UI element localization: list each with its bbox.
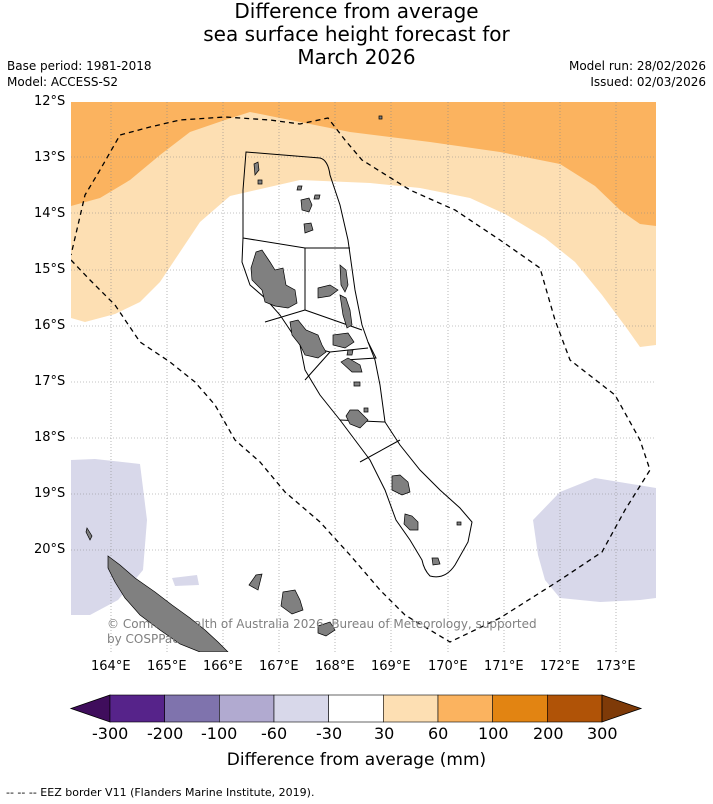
lat-label-17s: 17°S: [34, 374, 66, 389]
lon-label-170e: 170°E: [428, 659, 468, 674]
colorbar-segment: [547, 694, 603, 723]
colorbar-segment: [437, 694, 493, 723]
island-emao: [363, 407, 369, 413]
lat-label-16s: 16°S: [34, 318, 66, 333]
eez-border: [71, 116, 651, 643]
island-tanna: [403, 513, 419, 531]
lat-label-19s: 19°S: [34, 486, 66, 501]
lon-label-165e: 165°E: [147, 659, 187, 674]
colorbar-title: Difference from average (mm): [226, 750, 487, 770]
province-boundaries: [241, 151, 473, 578]
lat-label-13s: 13°S: [34, 150, 66, 165]
island-vanua-lava: [313, 194, 321, 200]
colorbar-tick-label: 60: [428, 724, 449, 743]
island-tongoa: [353, 381, 361, 387]
island-ambae: [317, 284, 339, 299]
island-lifou: [280, 589, 304, 615]
lon-label-169e: 169°E: [371, 659, 411, 674]
colorbar-arrow-low: [69, 694, 111, 723]
island-loyalty-ouvea: [248, 573, 263, 591]
island-walpole: [378, 115, 383, 120]
colorbar-tick-label: 200: [533, 724, 564, 743]
island-efate: [345, 409, 369, 429]
island-maewo: [339, 264, 349, 293]
island-mare: [317, 621, 336, 637]
island-malakula: [289, 319, 327, 359]
colorbar-tick-label: -100: [201, 724, 238, 743]
map-area: [71, 102, 656, 652]
colorbar-segment: [383, 694, 439, 723]
anomaly-zone-60-100: [71, 102, 656, 226]
lat-label-14s: 14°S: [34, 206, 66, 221]
lon-label-173e: 173°E: [596, 659, 636, 674]
colorbar-tick-label: -60: [261, 724, 288, 743]
title-line-2: sea surface height forecast for: [203, 22, 510, 46]
lat-label-15s: 15°S: [34, 262, 66, 277]
title-line-3: March 2026: [297, 45, 416, 69]
land-masses: [85, 115, 462, 652]
lon-label-167e: 167°E: [259, 659, 299, 674]
base-period-label: Base period: 1981-2018: [7, 59, 152, 73]
island-erromango: [391, 474, 411, 496]
island-pentecost: [339, 294, 353, 329]
colorbar-segment: [109, 694, 165, 723]
copyright-line-2: by COSPPac: [107, 632, 179, 646]
island-espiritu-santo: [250, 249, 298, 309]
colorbar-segment: [328, 694, 384, 723]
colorbar-tick-label: -30: [316, 724, 343, 743]
copyright-line-1: © Commonwealth of Australia 2026, Bureau…: [107, 617, 537, 631]
colorbar-segment: [492, 694, 548, 723]
colorbar-segment: [219, 694, 275, 723]
lat-label-18s: 18°S: [34, 430, 66, 445]
lat-label-20s: 20°S: [34, 542, 66, 557]
anomaly-zone-neg30-neg60-small: [172, 575, 199, 586]
anomaly-zone-30-60: [71, 102, 656, 347]
lon-label-171e: 171°E: [484, 659, 524, 674]
colorbar-segment: [273, 694, 329, 723]
lat-label-12s: 12°S: [34, 94, 66, 109]
island-gaua: [300, 197, 313, 213]
model-run-label: Model run: 28/02/2026: [568, 59, 706, 73]
copyright-notice: © Commonwealth of Australia 2026, Bureau…: [107, 617, 537, 647]
island-belep: [85, 527, 93, 541]
island-aneityum: [431, 557, 441, 566]
island-epi: [340, 357, 363, 373]
lon-label-168e: 168°E: [315, 659, 355, 674]
island-torres-1: [253, 161, 260, 176]
model-label: Model: ACCESS-S2: [7, 75, 119, 89]
colorbar-segment: [164, 694, 220, 723]
issued-label: Issued: 02/03/2026: [590, 75, 706, 89]
lon-label-172e: 172°E: [540, 659, 580, 674]
island-paama: [346, 349, 354, 356]
title-line-1: Difference from average: [234, 0, 479, 23]
lon-label-164e: 164°E: [91, 659, 131, 674]
island-ambrym: [332, 332, 355, 349]
island-banks-1: [296, 185, 303, 191]
lon-label-166e: 166°E: [203, 659, 243, 674]
colorbar-tick-label: -200: [147, 724, 184, 743]
colorbar-arrow-high: [601, 694, 643, 723]
island-merelava: [303, 222, 314, 234]
island-futuna: [456, 521, 462, 526]
island-new-caledonia: [107, 555, 229, 652]
eez-footnote: -- -- -- EEZ border V11 (Flanders Marine…: [6, 786, 315, 799]
colorbar-tick-label: 300: [587, 724, 618, 743]
colorbar-tick-label: 100: [478, 724, 509, 743]
colorbar-tick-label: -300: [92, 724, 129, 743]
colorbar: [69, 694, 643, 723]
island-torres-2: [257, 179, 263, 185]
colorbar-tick-label: 30: [374, 724, 395, 743]
